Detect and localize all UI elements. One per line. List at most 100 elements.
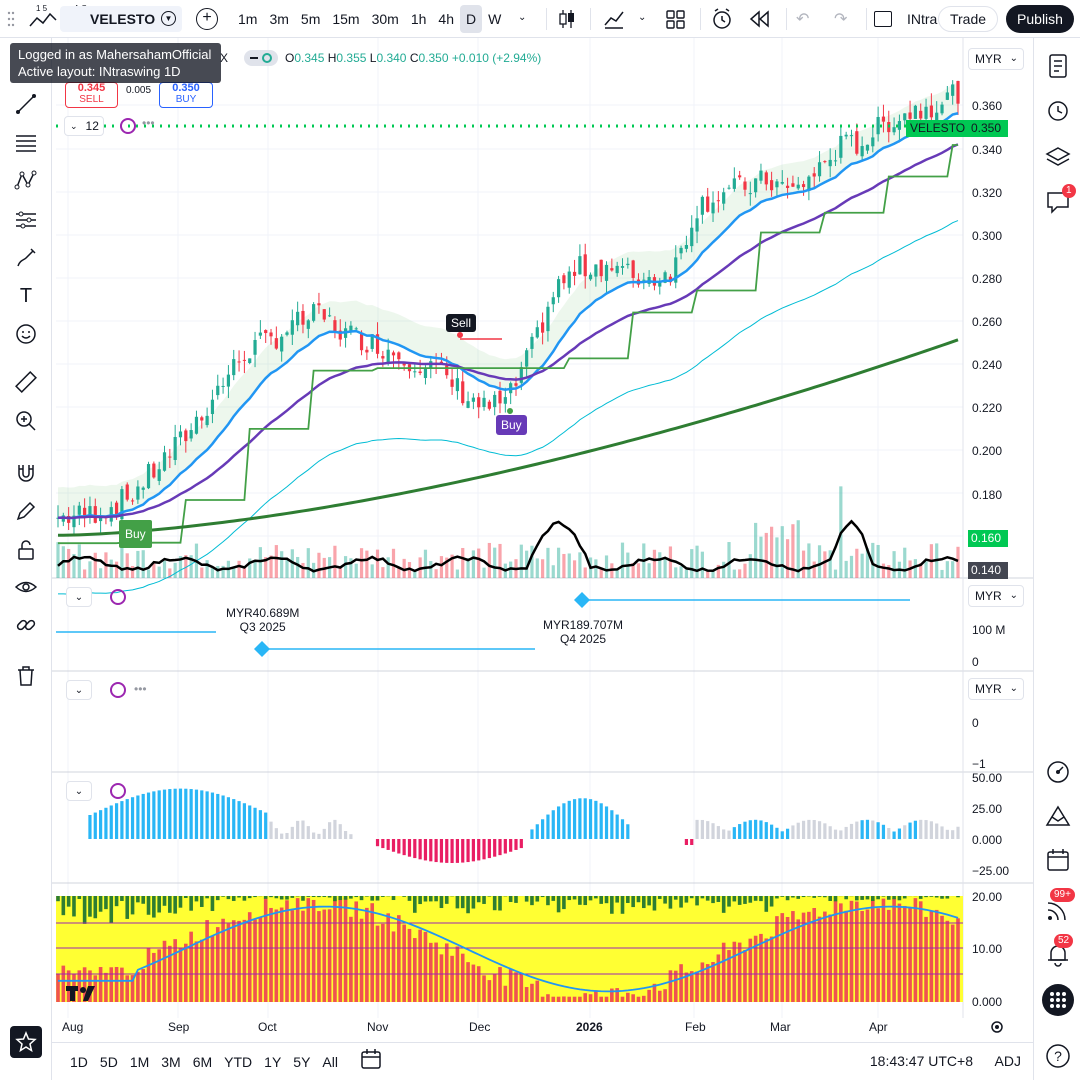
brush-icon[interactable] [12, 244, 40, 272]
stoch-bar-78 [471, 964, 476, 1002]
login-tooltip: Logged in as MahersahamOfficial Active l… [10, 43, 221, 83]
layers-icon[interactable] [1044, 144, 1072, 172]
osc-bar-77 [466, 839, 470, 863]
pane4-collapse-button[interactable]: ⌄ [66, 781, 92, 801]
link-icon[interactable] [12, 611, 40, 639]
alert-clock-icon[interactable] [710, 7, 734, 36]
forecast-tools-icon[interactable] [12, 206, 40, 234]
apps-grid-icon[interactable] [1042, 984, 1074, 1016]
trend-line-icon[interactable] [12, 90, 40, 118]
text-tool-icon[interactable]: T [19, 284, 33, 307]
chart-canvas[interactable] [52, 38, 1033, 1040]
stoch-bar-15 [136, 971, 140, 1002]
pattern-icon[interactable] [12, 166, 40, 194]
indicators-chevron-icon[interactable]: ⌄ [638, 12, 647, 23]
indicators-icon[interactable] [602, 7, 626, 36]
layout-name[interactable]: INtra [907, 11, 938, 27]
market-status-toggle[interactable] [244, 50, 278, 66]
currency-select-pane3[interactable]: MYR ⌄ [968, 678, 1024, 700]
emoji-icon[interactable] [12, 320, 40, 348]
more-dots-icon[interactable]: ••• [142, 116, 155, 130]
stoch-top-bar-19 [157, 896, 161, 913]
pane3-refresh-icon[interactable] [110, 682, 126, 698]
timeframe-more-chevron-icon[interactable]: ⌄ [518, 12, 527, 23]
period-6m[interactable]: 6M [192, 1053, 213, 1070]
calendar-icon[interactable] [1044, 846, 1072, 874]
replay-icon[interactable] [748, 8, 772, 35]
buy-button[interactable]: 0.350 BUY [159, 82, 213, 108]
timeframe-w[interactable]: W [488, 11, 502, 27]
stoch-bar-122 [705, 964, 710, 1002]
timeframe-15m[interactable]: 15m [332, 11, 360, 27]
layout-grid-icon[interactable] [664, 8, 686, 35]
drag-handle-icon[interactable] [6, 8, 16, 30]
help-icon[interactable]: ? [1044, 1042, 1072, 1070]
period-ytd[interactable]: YTD [224, 1053, 253, 1070]
candles-type-icon[interactable] [556, 7, 578, 36]
stoch-top-bar-128 [737, 896, 742, 905]
eye-icon[interactable] [12, 573, 40, 601]
trash-icon[interactable] [12, 662, 40, 690]
pane4-refresh-icon[interactable] [110, 783, 126, 799]
timeframe-4h[interactable]: 4h [438, 11, 454, 27]
volume-bar-153 [871, 542, 875, 578]
candle-body-87 [519, 367, 523, 383]
timeframe-5m[interactable]: 5m [300, 11, 321, 27]
publish-button[interactable]: Publish [1006, 5, 1074, 33]
period-3m[interactable]: 3M [161, 1053, 181, 1070]
period-1m[interactable]: 1M [129, 1053, 150, 1070]
redo-icon[interactable]: ↷ [834, 11, 848, 28]
fib-retracement-icon[interactable] [12, 129, 40, 157]
alerts-clock-icon[interactable] [1044, 96, 1072, 124]
currency-select-revenue[interactable]: MYR ⌄ [968, 585, 1024, 607]
volume-bar-75 [455, 569, 460, 578]
timeframe-30m[interactable]: 30m [371, 11, 399, 27]
period-5y[interactable]: 5Y [293, 1053, 311, 1070]
date-range-calendar-icon[interactable] [360, 1048, 382, 1075]
osc-bar-91 [541, 819, 545, 839]
pane2-refresh-icon[interactable] [110, 589, 126, 605]
timeframe-1h[interactable]: 1h [410, 11, 427, 27]
period-1d[interactable]: 1D [70, 1053, 88, 1070]
refresh-indicator-icon[interactable] [120, 118, 136, 134]
undo-icon[interactable]: ↶ [796, 11, 810, 28]
stoch-top-bar-142 [812, 896, 817, 898]
pane2-collapse-button[interactable]: ⌄ [66, 587, 92, 607]
timeframe-d[interactable]: D [459, 5, 483, 33]
period-5d[interactable]: 5D [99, 1053, 118, 1070]
currency-select-main[interactable]: MYR ⌄ [968, 48, 1024, 70]
period-all[interactable]: All [322, 1053, 338, 1070]
chat-icon[interactable]: 1 [1044, 184, 1076, 216]
lock-icon[interactable] [12, 536, 40, 564]
line-chart-15-icon[interactable]: 1 5 [28, 4, 60, 32]
period-1y[interactable]: 1Y [264, 1053, 282, 1070]
stoch-top-bar-56 [354, 896, 359, 898]
settings-gear-icon[interactable] [989, 1019, 1005, 1040]
magnet-icon[interactable] [12, 459, 40, 487]
stoch-bar-163 [924, 916, 928, 1002]
ruler-icon[interactable] [12, 368, 40, 396]
volume-bar-56 [354, 563, 358, 578]
gauge-icon[interactable] [1044, 758, 1072, 786]
volume-bar-149 [849, 555, 854, 578]
indicator-collapse[interactable]: ⌄ 12 [64, 116, 104, 136]
sell-button[interactable]: 0.345 SELL [65, 82, 118, 108]
zoom-in-icon[interactable] [12, 407, 40, 435]
timeframe-3m[interactable]: 3m [269, 11, 289, 27]
pane3-more-icon[interactable]: ••• [134, 682, 147, 696]
chart-area[interactable] [52, 38, 1033, 1040]
pane3-collapse-button[interactable]: ⌄ [66, 680, 92, 700]
notifications-bell-icon[interactable]: 52 [1044, 934, 1074, 968]
watchlist-star-icon[interactable] [10, 1026, 42, 1058]
compare-add-icon[interactable]: + [196, 8, 218, 30]
clock-timezone[interactable]: 18:43:47 UTC+8 [869, 1053, 973, 1069]
trade-button[interactable]: Trade [938, 6, 998, 32]
adjust-toggle[interactable]: ADJ [994, 1053, 1021, 1069]
streams-icon[interactable]: 99+ [1044, 888, 1075, 924]
symbol-search[interactable]: VELESTO ▼ [60, 6, 182, 32]
ideas-mountain-icon[interactable] [1044, 803, 1072, 831]
watchlist-icon[interactable] [1044, 52, 1072, 80]
timeframe-1m[interactable]: 1m [238, 11, 258, 27]
fullscreen-square-icon[interactable] [874, 11, 892, 27]
stay-in-drawing-icon[interactable] [12, 497, 40, 525]
